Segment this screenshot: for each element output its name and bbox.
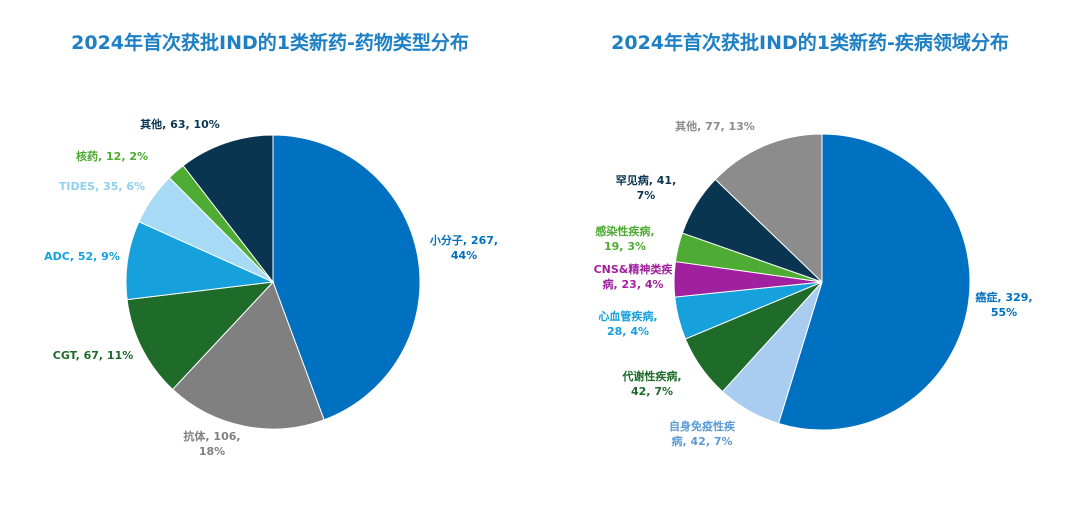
slice-data-label: 代谢性疾病, 42, 7% bbox=[621, 369, 681, 398]
slice-data-label-line: 其他, 63, 10% bbox=[140, 117, 220, 131]
slice-data-label-line: 核药, 12, 2% bbox=[76, 149, 148, 163]
slice-data-label-line: ADC, 52, 9% bbox=[44, 250, 120, 263]
slice-data-label-line: CGT, 67, 11% bbox=[53, 349, 134, 362]
slice-data-label: CNS&精神类疾病, 23, 4% bbox=[594, 262, 673, 291]
pie-slice bbox=[171, 281, 325, 430]
slice-data-label-line: 罕见病, 41, bbox=[616, 173, 677, 187]
slice-data-label: ADC, 52, 9% bbox=[44, 250, 120, 263]
slice-data-label: 癌症, 329, 55% bbox=[975, 290, 1032, 319]
pie-chart-drug-type: 小分子, 267, 44% 抗体, 106, 18% CGT, 67, 11% ADC, … bbox=[44, 117, 498, 458]
slice-data-label-line: 代谢性疾病, bbox=[621, 369, 681, 383]
pie-slice bbox=[272, 134, 421, 421]
pie-slice bbox=[714, 133, 823, 284]
slice-data-label: 罕见病, 41, 7% bbox=[616, 173, 677, 202]
slice-data-label-line: 7% bbox=[637, 189, 656, 202]
slice-data-label: TIDES, 35, 6% bbox=[59, 180, 145, 193]
slice-data-label-line: 自身免疫性疾 bbox=[669, 419, 735, 433]
slice-data-label: 自身免疫性疾病, 42, 7% bbox=[669, 419, 735, 448]
pie-slice bbox=[126, 281, 275, 391]
slice-data-label-line: CNS&精神类疾 bbox=[594, 262, 673, 276]
slice-data-label-line: 感染性疾病, bbox=[595, 224, 654, 238]
slice-data-label-line: 癌症, 329, bbox=[975, 290, 1032, 304]
slice-data-label: 其他, 77, 13% bbox=[675, 119, 755, 133]
slice-data-label: 其他, 63, 10% bbox=[140, 117, 220, 131]
slice-data-label: 感染性疾病, 19, 3% bbox=[595, 224, 654, 253]
slice-data-label-line: 18% bbox=[199, 445, 225, 458]
slice-data-label-line: TIDES, 35, 6% bbox=[59, 180, 145, 193]
pie-slice bbox=[777, 133, 971, 431]
pie-chart-disease-area: 癌症, 329, 55% 自身免疫性疾病, 42, 7% 代谢性疾病, 42, 7% 心血… bbox=[594, 119, 1033, 448]
chart-title-drug-type: 2024年首次获批IND的1类新药-药物类型分布 bbox=[71, 32, 469, 54]
slice-data-label-line: 42, 7% bbox=[631, 385, 673, 398]
slice-data-label-line: 其他, 77, 13% bbox=[675, 119, 755, 133]
slice-data-label-line: 44% bbox=[451, 249, 477, 262]
slice-data-label-line: 28, 4% bbox=[607, 325, 649, 338]
slice-data-label-line: 病, 42, 7% bbox=[672, 434, 733, 448]
slice-data-label: 抗体, 106, 18% bbox=[183, 429, 240, 458]
slice-data-label-line: 19, 3% bbox=[604, 240, 646, 253]
slice-data-label-line: 55% bbox=[991, 306, 1017, 319]
slice-data-label: 核药, 12, 2% bbox=[76, 149, 148, 163]
slice-data-label: CGT, 67, 11% bbox=[53, 349, 134, 362]
slice-data-label-line: 抗体, 106, bbox=[183, 429, 240, 443]
pie-slice bbox=[182, 134, 274, 284]
slice-data-label-line: 病, 23, 4% bbox=[603, 277, 664, 291]
slice-data-label-line: 心血管疾病, bbox=[598, 309, 657, 323]
slice-data-label: 小分子, 267, 44% bbox=[429, 233, 498, 262]
chart-title-disease-area: 2024年首次获批IND的1类新药-疾病领域分布 bbox=[611, 32, 1009, 54]
slice-data-label: 心血管疾病, 28, 4% bbox=[598, 309, 657, 338]
slice-data-label-line: 小分子, 267, bbox=[429, 233, 498, 247]
